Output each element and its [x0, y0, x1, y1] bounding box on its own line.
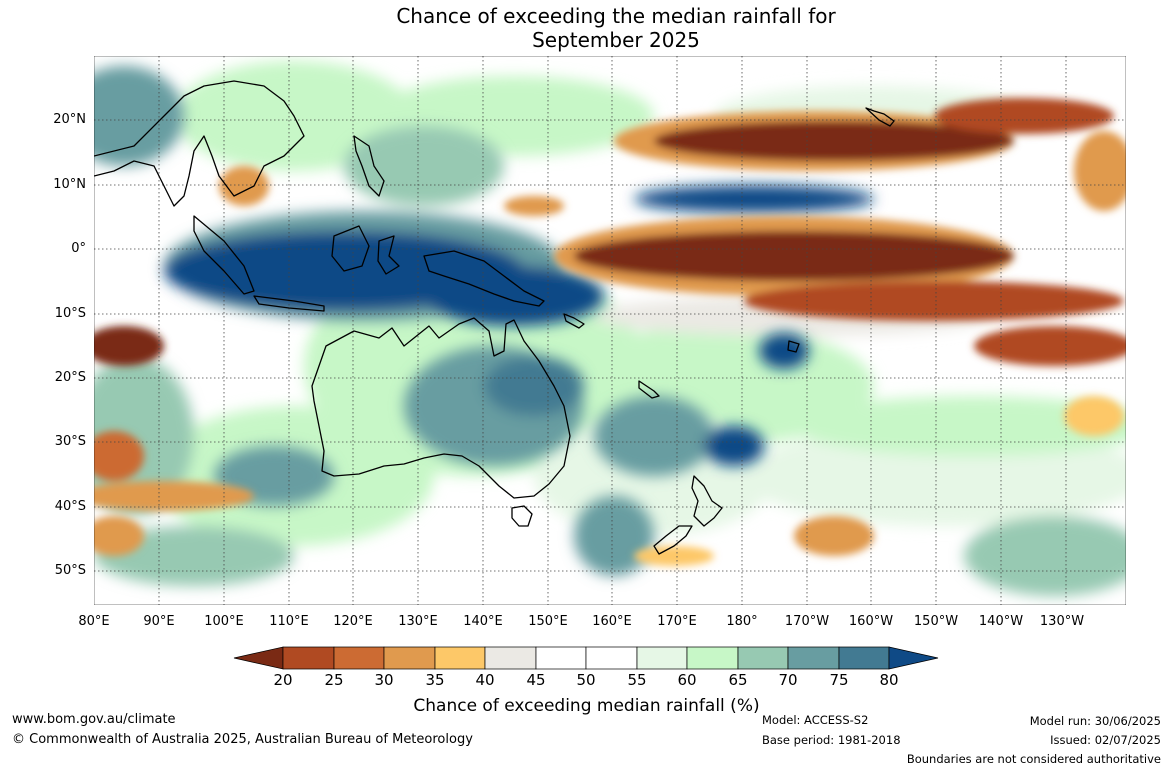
- colorbar-segment-45-50: [535, 646, 587, 670]
- coast-java: [253, 295, 325, 312]
- website-link[interactable]: www.bom.gov.au/climate: [12, 712, 176, 727]
- colorbar-label-60: 60: [677, 671, 697, 689]
- coast-tasmania: [511, 505, 533, 527]
- lon-label-170e: 170°E: [657, 614, 697, 629]
- colorbar-label-25: 25: [324, 671, 344, 689]
- coast-new-zealand-north: [691, 475, 723, 527]
- colorbar-label-40: 40: [475, 671, 495, 689]
- lon-label-130w: 130°W: [1039, 614, 1085, 629]
- base-period: Base period: 1981-2018: [762, 733, 901, 747]
- lon-label-160e: 160°E: [592, 614, 632, 629]
- lat-label-40s: 40°S: [54, 499, 86, 514]
- coast-hawaii: [865, 107, 895, 127]
- colorbar-label-35: 35: [425, 671, 445, 689]
- colorbar-segment-40-45: [484, 646, 537, 670]
- colorbar-segment-50-55: [585, 646, 638, 670]
- colorbar-label-80: 80: [879, 671, 899, 689]
- coastlines: [94, 80, 895, 555]
- model-name: Model: ACCESS-S2: [762, 713, 869, 727]
- probability-field-wet: [94, 66, 874, 576]
- coast-australia: [311, 317, 571, 499]
- lat-label-10s: 10°S: [54, 306, 86, 321]
- lon-label-80e: 80°E: [78, 614, 110, 629]
- lon-label-140w: 140°W: [978, 614, 1024, 629]
- colorbar-label-70: 70: [778, 671, 798, 689]
- lon-label-110e: 110°E: [269, 614, 309, 629]
- issued-date: Issued: 02/07/2025: [1050, 733, 1161, 747]
- colorbar-segment-65-70: [737, 646, 789, 670]
- lon-label-90e: 90°E: [143, 614, 175, 629]
- graticule: [94, 56, 1126, 605]
- colorbar-label-30: 30: [374, 671, 394, 689]
- lat-label-20s: 20°S: [54, 370, 86, 385]
- colorbar-segment-35-40: [434, 646, 486, 670]
- lon-label-180: 180°: [726, 614, 758, 629]
- colorbar-label-55: 55: [627, 671, 647, 689]
- colorbar: [233, 646, 939, 670]
- coast-sulawesi: [377, 235, 400, 275]
- colorbar-segment-70-75: [787, 646, 840, 670]
- colorbar-low-arrow: [233, 646, 284, 670]
- lat-label-50s: 50°S: [54, 563, 86, 578]
- lat-label-10n: 10°N: [53, 177, 86, 192]
- coast-borneo: [331, 225, 370, 272]
- lon-label-160w: 160°W: [848, 614, 894, 629]
- colorbar-label-65: 65: [728, 671, 748, 689]
- colorbar-segment-55-60: [636, 646, 688, 670]
- colorbar-segment-60-65: [686, 646, 739, 670]
- lon-label-140e: 140°E: [463, 614, 503, 629]
- colorbar-label-75: 75: [829, 671, 849, 689]
- colorbar-label-45: 45: [526, 671, 546, 689]
- title-line-1: Chance of exceeding the median rainfall …: [396, 4, 836, 28]
- coast-new-guinea: [423, 250, 545, 307]
- colorbar-title: Chance of exceeding median rainfall (%): [413, 696, 760, 716]
- coast-new-caledonia: [638, 380, 660, 399]
- lon-label-150e: 150°E: [528, 614, 568, 629]
- boundaries-disclaimer: Boundaries are not considered authoritat…: [906, 752, 1161, 766]
- probability-field-dry: [94, 98, 1126, 566]
- coast-solomon-islands: [563, 313, 585, 329]
- rainfall-map: [94, 56, 1126, 605]
- colorbar-label-50: 50: [576, 671, 596, 689]
- lat-label-20n: 20°N: [53, 112, 86, 127]
- coast-fiji: [787, 340, 800, 353]
- coast-philippines: [353, 135, 385, 197]
- colorbar-label-20: 20: [273, 671, 293, 689]
- colorbar-segment-25-30: [333, 646, 385, 670]
- lat-label-equator: 0°: [71, 241, 86, 256]
- map-canvas: [94, 56, 1126, 605]
- colorbar-segment-30-35: [383, 646, 436, 670]
- lon-label-150w: 150°W: [913, 614, 959, 629]
- lon-label-120e: 120°E: [333, 614, 373, 629]
- colorbar-segment-20-25: [282, 646, 335, 670]
- title-line-2: September 2025: [532, 28, 700, 52]
- lon-label-170w: 170°W: [784, 614, 830, 629]
- map-title: Chance of exceeding the median rainfall …: [0, 4, 1173, 52]
- model-run-date: Model run: 30/06/2025: [1029, 714, 1161, 728]
- colorbar-high-arrow: [888, 646, 939, 670]
- lon-label-100e: 100°E: [204, 614, 244, 629]
- lon-label-130e: 130°E: [398, 614, 438, 629]
- coast-mainland-asia: [94, 80, 305, 207]
- colorbar-segment-75-80: [838, 646, 890, 670]
- lat-label-30s: 30°S: [54, 434, 86, 449]
- coast-sumatra: [193, 215, 255, 295]
- copyright-text: © Commonwealth of Australia 2025, Austra…: [12, 732, 473, 747]
- coast-new-zealand-south: [653, 525, 693, 555]
